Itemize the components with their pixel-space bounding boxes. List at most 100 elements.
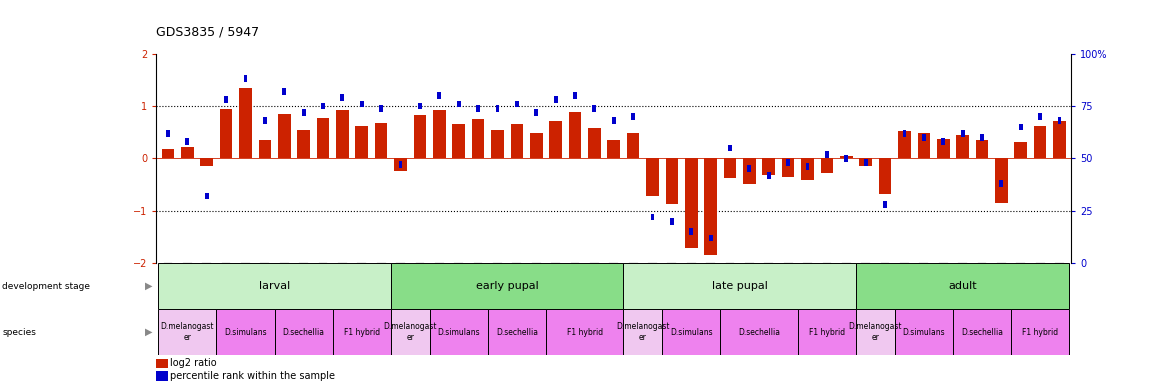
Bar (471, 119, 484, 159)
Bar (418, 103, 422, 109)
Bar (1019, 124, 1023, 131)
Bar (375, 123, 388, 159)
Bar (298, 130, 310, 159)
Bar (456, 101, 461, 108)
Bar (1011, 309, 1069, 355)
Bar (922, 134, 925, 141)
Bar (534, 109, 538, 116)
Bar (747, 166, 752, 172)
Bar (360, 101, 364, 108)
Bar (549, 121, 562, 159)
Bar (283, 88, 286, 95)
Text: percentile rank within the sample: percentile rank within the sample (170, 371, 335, 381)
Bar (651, 214, 654, 220)
Bar (980, 134, 984, 141)
Bar (762, 159, 775, 175)
Bar (476, 105, 481, 112)
Text: D.sechellia: D.sechellia (738, 328, 780, 337)
Bar (953, 309, 1011, 355)
Bar (961, 130, 965, 137)
Bar (225, 96, 228, 103)
Bar (569, 113, 581, 159)
Bar (317, 118, 329, 159)
Bar (217, 309, 274, 355)
Bar (995, 159, 1007, 203)
Text: adult: adult (948, 281, 977, 291)
Text: development stage: development stage (2, 281, 90, 291)
Text: F1 hybrid: F1 hybrid (566, 328, 602, 337)
Bar (488, 309, 545, 355)
Bar (724, 159, 736, 178)
Bar (1039, 113, 1042, 120)
Bar (662, 309, 720, 355)
Text: F1 hybrid: F1 hybrid (1023, 328, 1058, 337)
Bar (917, 133, 930, 159)
Text: D.simulans: D.simulans (438, 328, 481, 337)
Bar (200, 159, 213, 166)
Bar (899, 131, 910, 159)
Bar (941, 138, 945, 145)
Bar (162, 149, 174, 159)
Bar (302, 109, 306, 116)
Text: log2 ratio: log2 ratio (170, 358, 217, 368)
Bar (801, 159, 814, 180)
Bar (398, 161, 403, 168)
Bar (689, 228, 694, 235)
Bar (491, 130, 504, 159)
Text: D.sechellia: D.sechellia (283, 328, 324, 337)
Bar (686, 159, 697, 248)
Bar (438, 92, 441, 99)
Bar (554, 96, 557, 103)
Bar (720, 309, 798, 355)
Bar (336, 110, 349, 159)
Bar (1014, 142, 1027, 159)
Bar (704, 159, 717, 255)
Text: D.melanogast
er: D.melanogast er (161, 323, 214, 342)
Bar (608, 140, 620, 159)
Text: late pupal: late pupal (712, 281, 768, 291)
Bar (185, 138, 189, 145)
Bar (379, 105, 383, 112)
Bar (413, 116, 426, 159)
Bar (166, 130, 170, 137)
Bar (220, 109, 233, 159)
Text: F1 hybrid: F1 hybrid (344, 328, 380, 337)
Bar (824, 151, 829, 157)
Bar (243, 76, 248, 82)
Bar (821, 159, 834, 173)
Bar (895, 309, 953, 355)
Bar (999, 180, 1003, 187)
Bar (709, 235, 712, 241)
Text: D.melanogast
er: D.melanogast er (616, 323, 669, 342)
Bar (782, 159, 794, 177)
Bar (530, 133, 542, 159)
Bar (332, 309, 391, 355)
Bar (159, 309, 217, 355)
Bar (356, 126, 368, 159)
Bar (670, 218, 674, 225)
Bar (453, 124, 466, 159)
Bar (593, 105, 596, 112)
Bar (806, 163, 809, 170)
Text: D.simulans: D.simulans (670, 328, 712, 337)
Bar (798, 309, 856, 355)
Bar (786, 159, 790, 166)
Bar (767, 172, 771, 179)
Bar (611, 118, 616, 124)
Bar (884, 201, 887, 208)
Bar (205, 193, 208, 199)
Text: D.sechellia: D.sechellia (496, 328, 537, 337)
Bar (856, 263, 1069, 309)
Bar (937, 139, 950, 159)
Bar (511, 124, 523, 159)
Bar (430, 309, 488, 355)
Bar (391, 309, 430, 355)
Text: D.simulans: D.simulans (225, 328, 266, 337)
Bar (626, 133, 639, 159)
Bar (274, 309, 332, 355)
Bar (844, 155, 849, 162)
Bar (240, 88, 251, 159)
Bar (340, 94, 344, 101)
Bar (856, 309, 895, 355)
Text: early pupal: early pupal (476, 281, 538, 291)
